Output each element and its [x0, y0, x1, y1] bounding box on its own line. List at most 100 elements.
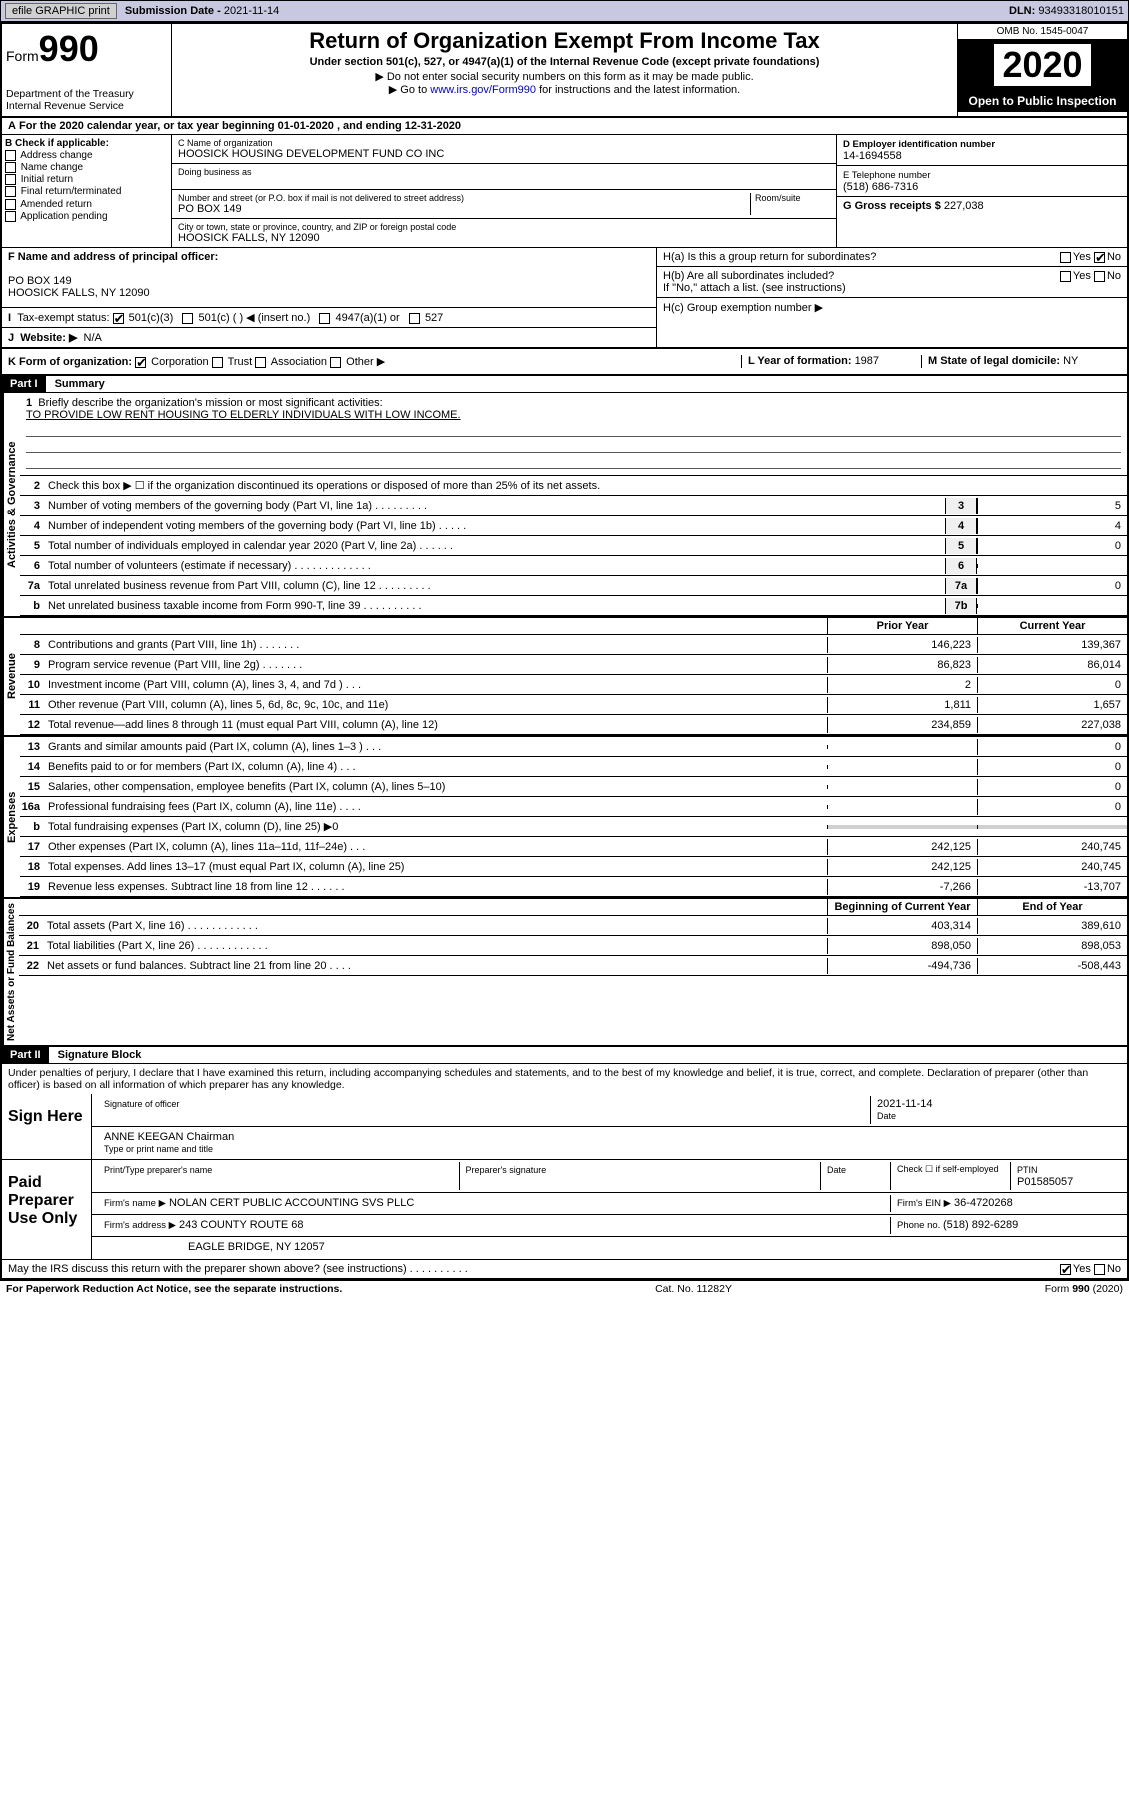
side-revenue: Revenue	[2, 618, 20, 735]
E-lbl: E Telephone number	[843, 170, 931, 181]
discuss-no[interactable]	[1094, 1264, 1105, 1275]
paid-prep-lbl: Paid Preparer Use Only	[2, 1160, 92, 1259]
K-lbl: K Form of organization:	[8, 356, 132, 368]
entity-block: B Check if applicable: Address change Na…	[0, 135, 1129, 248]
ptin-lbl: PTIN	[1017, 1165, 1038, 1175]
K-trust[interactable]	[212, 357, 223, 368]
mission-txt: TO PROVIDE LOW RENT HOUSING TO ELDERLY I…	[26, 409, 461, 421]
side-netassets: Net Assets or Fund Balances	[2, 899, 19, 1045]
name-title-lbl: Type or print name and title	[104, 1144, 213, 1154]
gov-line: 7aTotal unrelated business revenue from …	[20, 576, 1127, 596]
gov-line: 4Number of independent voting members of…	[20, 516, 1127, 536]
exp-line: bTotal fundraising expenses (Part IX, co…	[20, 817, 1127, 837]
net-line: 21Total liabilities (Part X, line 26) . …	[19, 936, 1127, 956]
efile-btn[interactable]: efile GRAPHIC print	[5, 3, 117, 19]
part1-hdr: Part I	[2, 376, 46, 392]
Ha-no[interactable]	[1094, 252, 1105, 263]
chk-initial[interactable]: Initial return	[5, 174, 168, 185]
L-lbl: L Year of formation:	[748, 355, 855, 367]
dln: 93493318010151	[1038, 5, 1124, 17]
side-expenses: Expenses	[2, 737, 20, 897]
firm-addr-lbl: Firm's address ▶	[104, 1220, 176, 1231]
subdate-lbl: Submission Date -	[125, 5, 224, 17]
exp-line: 14Benefits paid to or for members (Part …	[20, 757, 1127, 777]
firm-ein-lbl: Firm's EIN ▶	[897, 1198, 951, 1209]
K-assoc[interactable]	[255, 357, 266, 368]
footer-mid: Cat. No. 11282Y	[655, 1283, 732, 1295]
part2-hdr: Part II	[2, 1047, 49, 1063]
prep-name-lbl: Print/Type preparer's name	[104, 1165, 212, 1175]
note2-link[interactable]: www.irs.gov/Form990	[430, 84, 536, 96]
rev-line: 11Other revenue (Part VIII, column (A), …	[20, 695, 1127, 715]
chk-address[interactable]: Address change	[5, 150, 168, 161]
Ha-yes[interactable]	[1060, 252, 1071, 263]
prep-sig-lbl: Preparer's signature	[466, 1165, 547, 1175]
side-governance: Activities & Governance	[2, 393, 20, 616]
Hb-note: If "No," attach a list. (see instruction…	[663, 282, 846, 294]
exp-line: 18Total expenses. Add lines 13–17 (must …	[20, 857, 1127, 877]
city: HOOSICK FALLS, NY 12090	[178, 232, 320, 244]
L-val: 1987	[855, 355, 879, 367]
net-line: 20Total assets (Part X, line 16) . . . .…	[19, 916, 1127, 936]
signature-block: Sign Here Signature of officer 2021-11-1…	[0, 1094, 1129, 1280]
prep-date-lbl: Date	[827, 1165, 846, 1175]
chk-501c3[interactable]	[113, 313, 124, 324]
rev-line: 12Total revenue—add lines 8 through 11 (…	[20, 715, 1127, 735]
footer-right: Form 990 (2020)	[1045, 1283, 1123, 1295]
chk-name[interactable]: Name change	[5, 162, 168, 173]
B-lbl: B Check if applicable:	[5, 138, 109, 149]
gross-receipts: 227,038	[944, 200, 984, 212]
chk-pending[interactable]: Application pending	[5, 211, 168, 222]
exp-line: 13Grants and similar amounts paid (Part …	[20, 737, 1127, 757]
form-num: 990	[39, 28, 99, 69]
K-other[interactable]	[330, 357, 341, 368]
klm-row: K Form of organization: Corporation Trus…	[0, 349, 1129, 376]
chk-501c[interactable]	[182, 313, 193, 324]
chk-4947[interactable]	[319, 313, 330, 324]
phone: (518) 686-7316	[843, 181, 918, 193]
dln-lbl: DLN:	[1009, 5, 1038, 17]
dba-lbl: Doing business as	[178, 167, 830, 177]
rev-line: 10Investment income (Part VIII, column (…	[20, 675, 1127, 695]
form-sub: Under section 501(c), 527, or 4947(a)(1)…	[180, 56, 949, 68]
sig-officer-lbl: Signature of officer	[104, 1099, 179, 1109]
gov-line: bNet unrelated business taxable income f…	[20, 596, 1127, 616]
exp-line: 16aProfessional fundraising fees (Part I…	[20, 797, 1127, 817]
M-val: NY	[1063, 355, 1078, 367]
F-addr1: PO BOX 149	[8, 275, 72, 287]
form-word: Form	[6, 48, 39, 64]
F-addr2: HOOSICK FALLS, NY 12090	[8, 287, 150, 299]
gov-line: 6Total number of volunteers (estimate if…	[20, 556, 1127, 576]
chk-amended[interactable]: Amended return	[5, 199, 168, 210]
gov-line: 5Total number of individuals employed in…	[20, 536, 1127, 556]
M-lbl: M State of legal domicile:	[928, 355, 1063, 367]
page-footer: For Paperwork Reduction Act Notice, see …	[0, 1280, 1129, 1297]
part2-title: Signature Block	[52, 1047, 148, 1063]
exp-line: 19Revenue less expenses. Subtract line 1…	[20, 877, 1127, 897]
part1-title: Summary	[49, 376, 111, 392]
firm-ein: 36-4720268	[954, 1197, 1013, 1209]
note2b: for instructions and the latest informat…	[536, 84, 740, 96]
discuss-yes[interactable]	[1060, 1264, 1071, 1275]
D-lbl: D Employer identification number	[843, 139, 995, 150]
website: N/A	[84, 332, 102, 344]
room-lbl: Room/suite	[755, 193, 830, 203]
Hb: H(b) Are all subordinates included?	[663, 270, 834, 282]
topbar: efile GRAPHIC print Submission Date - 20…	[0, 0, 1129, 22]
rev-line: 9Program service revenue (Part VIII, lin…	[20, 655, 1127, 675]
Hb-yes[interactable]	[1060, 271, 1071, 282]
Hb-no[interactable]	[1094, 271, 1105, 282]
exp-line: 15Salaries, other compensation, employee…	[20, 777, 1127, 797]
chk-527[interactable]	[409, 313, 420, 324]
ptin: P01585057	[1017, 1176, 1073, 1188]
chk-final[interactable]: Final return/terminated	[5, 186, 168, 197]
org-name: HOOSICK HOUSING DEVELOPMENT FUND CO INC	[178, 148, 444, 160]
footer-left: For Paperwork Reduction Act Notice, see …	[6, 1283, 342, 1295]
firm-name-lbl: Firm's name ▶	[104, 1198, 166, 1209]
form-title: Return of Organization Exempt From Incom…	[180, 28, 949, 54]
K-corp[interactable]	[135, 357, 146, 368]
exp-line: 17Other expenses (Part IX, column (A), l…	[20, 837, 1127, 857]
addr: PO BOX 149	[178, 203, 242, 215]
net-line: 22Net assets or fund balances. Subtract …	[19, 956, 1127, 976]
discuss-txt: May the IRS discuss this return with the…	[8, 1263, 468, 1275]
